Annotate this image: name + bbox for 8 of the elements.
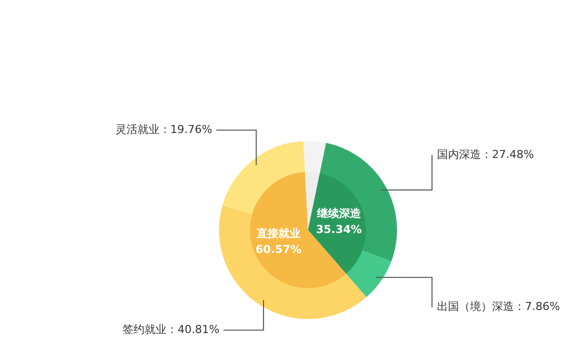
slice-label: 灵活就业：19.76% [115,122,212,136]
slice-label: 直接就业 [255,226,300,240]
data-label: 60.57% [256,242,302,256]
slice-label: 出国（境）深造：7.86% [437,300,560,314]
slice-label: 继续深造 [316,206,362,220]
slice-label: 国内深造：27.48% [437,148,534,161]
data-label: 35.34% [316,222,362,236]
slice-label: 签约就业：40.81% [122,322,220,336]
